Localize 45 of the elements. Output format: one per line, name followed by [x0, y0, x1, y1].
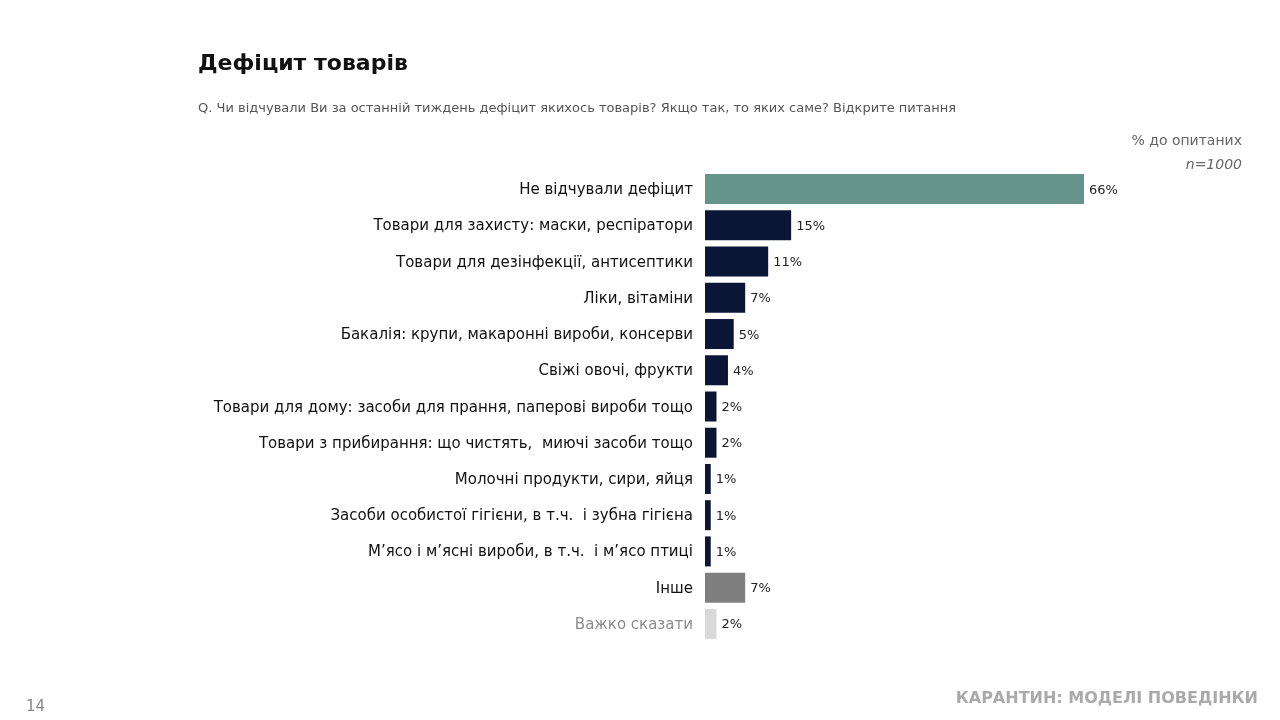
- y-tick-label: Інше: [655, 578, 693, 597]
- bar: [705, 536, 711, 567]
- bar: [705, 210, 792, 241]
- text: Q. Чи відчували Ви за останній тиждень дефіцит якихось товарів? Якщо так, то яких саме? Відкрите питання: [198, 100, 957, 115]
- data-label: 7%: [750, 290, 771, 306]
- text: 14: [26, 696, 46, 715]
- text: Дефіцит товарів: [198, 49, 408, 75]
- bar: [705, 572, 746, 603]
- data-label: 2%: [721, 616, 743, 632]
- y-tick-label: Товари для захисту: маски, респіратори: [372, 216, 693, 235]
- text: n=1000: [1185, 156, 1243, 172]
- bar: [705, 463, 711, 494]
- data-label: 4%: [732, 362, 754, 378]
- text: КАРАНТИН: МОДЕЛІ ПОВЕДІНКИ: [955, 688, 1258, 707]
- bar: [705, 319, 734, 350]
- data-label: 1%: [715, 471, 737, 487]
- y-tick-label: Ліки, вітаміни: [583, 288, 693, 307]
- text: % до опитаних: [1131, 132, 1242, 148]
- bar: [705, 174, 1085, 205]
- y-tick-label: Товари для дому: засоби для прання, паперові вироби тощо: [212, 397, 693, 416]
- bar: [705, 282, 746, 313]
- data-label: 66%: [1089, 181, 1118, 197]
- bar: [705, 427, 717, 458]
- data-label: 5%: [738, 326, 760, 342]
- data-label: 7%: [750, 580, 771, 596]
- y-tick-label: Молочні продукти, сири, яйця: [454, 469, 693, 488]
- y-tick-label: Засоби особистої гігієни, в т.ч. і зубна гігієна: [330, 506, 693, 525]
- y-tick-label: Товари з прибирання: що чистять, миючі засоби тощо: [257, 433, 693, 452]
- bar: [705, 500, 711, 531]
- y-tick-label: Свіжі овочі, фрукти: [538, 361, 693, 380]
- data-label: 1%: [715, 543, 737, 559]
- bar: [705, 246, 769, 277]
- y-tick-label: Бакалія: крупи, макаронні вироби, консерви: [340, 325, 693, 344]
- y-tick-label: М’ясо і м’ясні вироби, в т.ч. і м’ясо птиці: [368, 542, 693, 561]
- data-label: 11%: [773, 254, 803, 270]
- data-label: 1%: [715, 507, 737, 523]
- bar: [705, 391, 717, 422]
- bar: [705, 355, 728, 386]
- y-tick-label: Товари для дезінфекції, антисептики: [395, 252, 693, 271]
- bar: [705, 608, 717, 639]
- y-tick-label: Не відчували дефіцит: [519, 180, 694, 199]
- y-tick-label: Важко сказати: [574, 614, 693, 633]
- data-label: 2%: [721, 435, 743, 451]
- data-label: 2%: [721, 399, 743, 414]
- data-label: 15%: [796, 217, 826, 233]
